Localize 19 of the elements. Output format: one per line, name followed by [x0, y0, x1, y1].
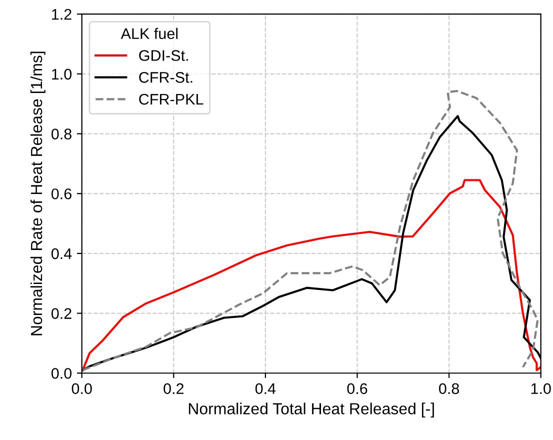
x-tick-label: 1.0	[531, 383, 551, 394]
x-tick-label: 0.2	[164, 383, 184, 394]
x-tick-label: 0.8	[439, 383, 459, 394]
y-tick-label: 1.2	[52, 8, 72, 20]
y-tick-label: 0.0	[51, 368, 72, 379]
x-axis-title: Normalized Total Heat Released [-]	[188, 402, 434, 418]
x-tick-label: 0.0	[72, 383, 92, 394]
legend-label: CFR-PKL	[139, 94, 204, 105]
x-tick-label: 0.4	[255, 383, 276, 394]
y-tick-label: 0.2	[51, 308, 72, 319]
y-axis-title: Normalized Rate of Heat Release [1/ms]	[30, 52, 46, 336]
y-tick-label: 1.0	[52, 68, 72, 80]
y-tick-label: 0.8	[51, 128, 72, 140]
y-tick-label: 0.6	[51, 188, 72, 200]
legend-title: ALK fuel	[120, 28, 178, 40]
x-tick-label: 0.6	[347, 383, 368, 394]
y-tick-label: 0.4	[51, 248, 72, 260]
legend-label: CFR-St.	[139, 72, 192, 83]
legend-label: GDI-St.	[139, 50, 188, 61]
